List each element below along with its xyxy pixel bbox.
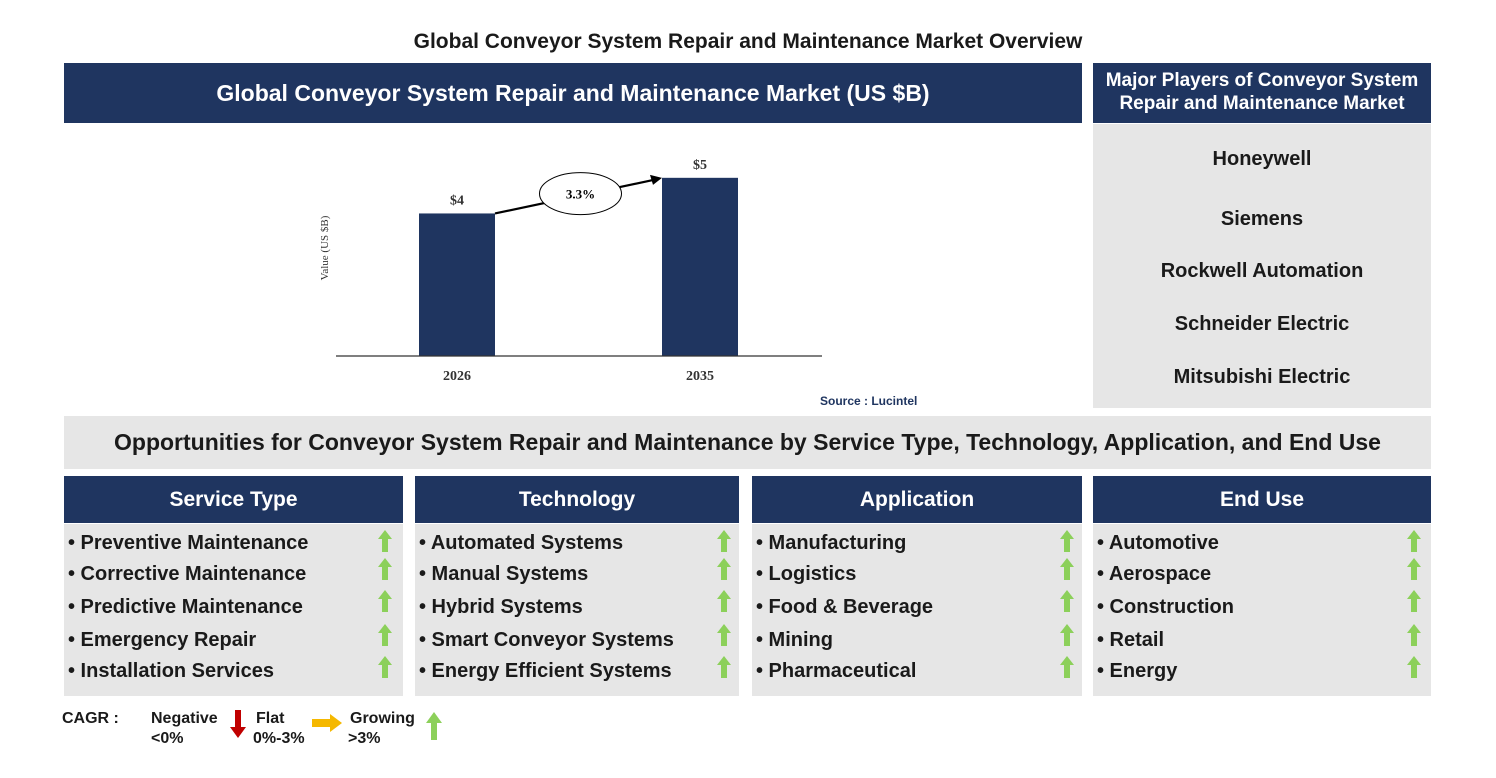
column-technology: • Automated Systems • Manual Systems • H… [415, 524, 739, 696]
column-service-type: • Preventive Maintenance • Corrective Ma… [64, 524, 403, 696]
list-item: • Mining [756, 629, 833, 651]
list-item: • Food & Beverage [756, 596, 934, 618]
legend-flat-range: 0%-3% [253, 730, 305, 747]
legend-negative-range: <0% [151, 730, 184, 747]
x-tick-label-2035: 2035 [686, 369, 714, 384]
growing-arrow-icon [1407, 624, 1421, 646]
bar-2035 [662, 177, 738, 356]
legend-growing-range: >3% [348, 730, 381, 747]
list-item: • Manufacturing [756, 532, 907, 554]
players-panel: Honeywell Siemens Rockwell Automation Sc… [1093, 124, 1431, 408]
list-item: • Construction [1097, 596, 1234, 618]
growing-arrow-icon [717, 530, 731, 552]
list-item: • Retail [1097, 629, 1165, 651]
list-item: • Predictive Maintenance [68, 596, 303, 618]
bar-2026 [419, 213, 495, 356]
growing-arrow-icon [717, 624, 731, 646]
cagr-arrow-head [650, 174, 662, 185]
growing-arrow-icon [1407, 590, 1421, 612]
list-item: • Energy [1097, 660, 1178, 682]
list-item: • Installation Services [68, 660, 274, 682]
players-header: Major Players of Conveyor System Repair … [1093, 63, 1431, 123]
growing-arrow-icon [426, 712, 442, 740]
legend-negative-label: Negative [151, 710, 218, 727]
list-item: • Smart Conveyor Systems [419, 629, 674, 651]
cagr-ellipse [539, 172, 622, 216]
list-item: • Energy Efficient Systems [419, 660, 672, 682]
growing-arrow-icon [1060, 530, 1074, 552]
player-name: Rockwell Automation [1160, 260, 1364, 282]
x-tick-label-2026: 2026 [443, 369, 471, 384]
growing-arrow-icon [717, 656, 731, 678]
list-item: • Automated Systems [419, 532, 624, 554]
growing-arrow-icon [378, 656, 392, 678]
market-bar-chart: $4 2026 $5 2035 Value (US $B) 3.3% [319, 158, 822, 384]
opportunities-title: Opportunities for Conveyor System Repair… [64, 416, 1431, 469]
list-item: • Hybrid Systems [419, 596, 583, 618]
player-name: Honeywell [1212, 148, 1312, 170]
list-item: • Corrective Maintenance [68, 563, 307, 585]
growing-arrow-icon [378, 530, 392, 552]
data-label-2026: $4 [450, 193, 464, 208]
growing-arrow-icon [1060, 590, 1074, 612]
legend-flat-label: Flat [256, 710, 285, 727]
growing-arrow-icon [378, 558, 392, 580]
list-item: • Emergency Repair [68, 629, 257, 651]
growing-arrow-icon [1407, 558, 1421, 580]
column-application: • Manufacturing • Logistics • Food & Bev… [752, 524, 1082, 696]
growing-arrow-icon [1060, 624, 1074, 646]
flat-arrow-icon [312, 714, 342, 732]
growing-arrow-icon [1060, 656, 1074, 678]
growing-arrow-icon [1060, 558, 1074, 580]
column-header-end-use: End Use [1093, 476, 1431, 523]
list-item: • Preventive Maintenance [68, 532, 309, 554]
cagr-label: 3.3% [566, 187, 595, 202]
growing-arrow-icon [378, 590, 392, 612]
y-axis-label: Value (US $B) [319, 215, 331, 280]
data-label-2035: $5 [693, 158, 707, 173]
list-item: • Aerospace [1097, 563, 1212, 585]
list-item: • Logistics [756, 563, 857, 585]
growing-arrow-icon [1407, 530, 1421, 552]
list-item: • Manual Systems [419, 563, 589, 585]
list-item: • Automotive [1097, 532, 1219, 554]
list-item: • Pharmaceutical [756, 660, 917, 682]
player-name: Schneider Electric [1174, 313, 1350, 335]
column-end-use: • Automotive • Aerospace • Construction … [1093, 524, 1431, 696]
chart-header: Global Conveyor System Repair and Mainte… [64, 63, 1082, 123]
player-name: Mitsubishi Electric [1173, 366, 1351, 388]
column-header-technology: Technology [415, 476, 739, 523]
column-header-application: Application [752, 476, 1082, 523]
legend-growing-label: Growing [350, 710, 415, 727]
growing-arrow-icon [1407, 656, 1421, 678]
growing-arrow-icon [717, 590, 731, 612]
negative-arrow-icon [230, 710, 246, 738]
growing-arrow-icon [717, 558, 731, 580]
legend-cagr-label: CAGR : [62, 710, 119, 727]
player-name: Siemens [1220, 208, 1304, 230]
column-header-service-type: Service Type [64, 476, 403, 523]
source-note: Source : Lucintel [820, 394, 918, 408]
growing-arrow-icon [378, 624, 392, 646]
page-title: Global Conveyor System Repair and Mainte… [413, 30, 1083, 53]
